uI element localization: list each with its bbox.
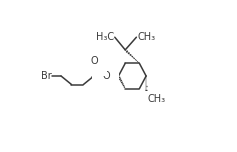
Text: CH₃: CH₃ [137,32,155,42]
Text: H₃C: H₃C [96,32,114,42]
Text: CH₃: CH₃ [148,94,166,104]
Text: O: O [102,71,110,81]
Text: Br: Br [41,71,51,81]
Text: O: O [90,56,98,66]
